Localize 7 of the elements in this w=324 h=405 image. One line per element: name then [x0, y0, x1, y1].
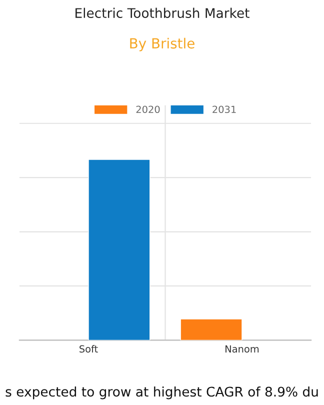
chart-title: Electric Toothbrush Market — [76, 8, 250, 18]
x-tick-label: Nanom — [226, 345, 259, 353]
legend-label: 2031 — [212, 106, 236, 114]
x-tick-label: Soft — [80, 345, 98, 353]
chart-subtitle: By Bristle — [130, 38, 194, 52]
text: s expected to grow at highest CAGR of 8.9% du — [6, 386, 318, 400]
legend-label: 2020 — [136, 106, 160, 114]
